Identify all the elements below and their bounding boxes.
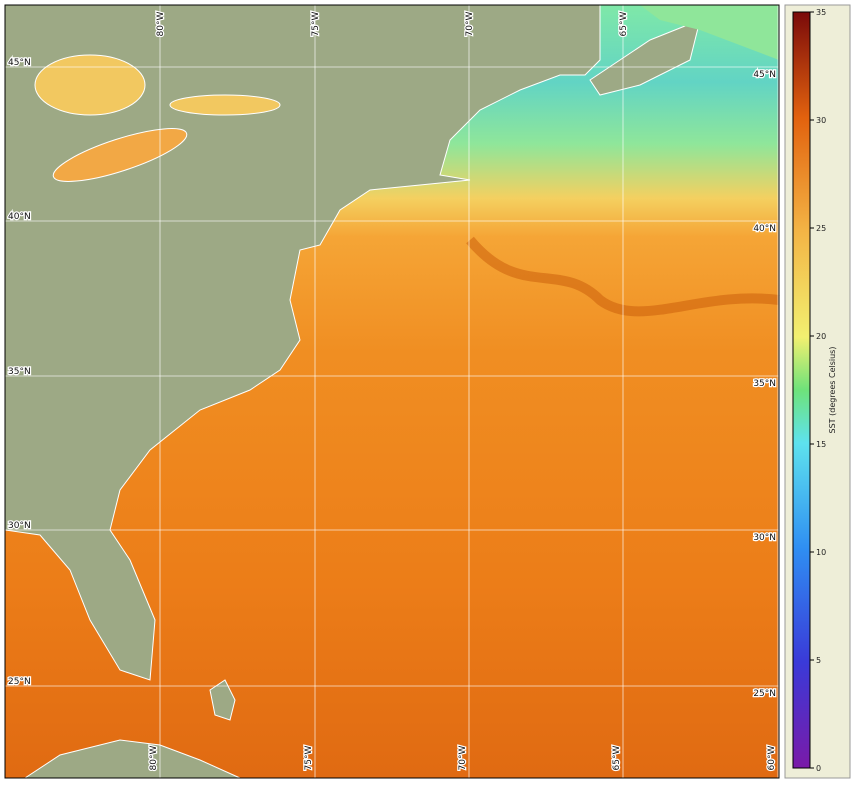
gulf-stream	[466, 236, 780, 317]
longitude-label: 75°W	[304, 745, 314, 770]
colorbar	[792, 11, 811, 769]
colorbar-ticks: 0 5 10 15 20 25 30 35	[810, 8, 826, 773]
latitude-label: 40°N	[8, 212, 31, 222]
lake-erie	[52, 128, 188, 182]
longitude-label: 70°W	[465, 11, 475, 36]
longitude-label: 65°W	[612, 745, 622, 770]
colorbar-tick-label: 30	[816, 116, 826, 125]
colorbar-tick-label: 35	[816, 8, 826, 17]
nova-scotia	[589, 19, 701, 96]
longitude-label: 75°W	[311, 11, 321, 36]
colorbar-tick-label: 0	[816, 764, 821, 773]
latitude-label: 45°N	[8, 58, 31, 68]
lake-ontario	[169, 94, 281, 116]
latitude-label: 35°N	[753, 379, 776, 389]
latitude-label: 45°N	[753, 70, 776, 80]
longitude-label: 65°W	[619, 11, 629, 36]
graticule	[5, 5, 779, 778]
longitude-label: 70°W	[458, 745, 468, 770]
map-frame	[4, 4, 780, 779]
colorbar-label: SST (degrees Celsius)	[828, 347, 837, 434]
north-america-land	[4, 4, 601, 681]
colorbar-panel: 0 5 10 15 20 25 30 35 SST (degrees Celsius)	[784, 4, 851, 779]
longitude-label: 60°W	[767, 745, 777, 770]
colorbar-tick-label: 25	[816, 224, 826, 233]
latitude-label: 40°N	[753, 224, 776, 234]
latitude-label: 25°N	[8, 677, 31, 687]
bahamas	[209, 679, 236, 721]
longitude-label: 80°W	[156, 11, 166, 36]
longitude-label: 80°W	[149, 745, 159, 770]
latitude-label: 30°N	[8, 521, 31, 531]
graticule-labels: 80°W 75°W 70°W 65°W 80°W 75°W 70°W 65°W 60°W 45°N…	[7, 10, 779, 771]
colorbar-tick-label: 15	[816, 440, 826, 449]
latitude-label: 25°N	[753, 689, 776, 699]
colorbar-tick-label: 5	[816, 656, 821, 665]
latitude-label: 30°N	[753, 533, 776, 543]
gulf-st-lawrence	[640, 5, 779, 60]
map: 80°W 75°W 70°W 65°W 80°W 75°W 70°W 65°W 60°W 45°N…	[4, 4, 780, 779]
latitude-label: 35°N	[8, 367, 31, 377]
colorbar-tick-label: 10	[816, 548, 826, 557]
lake-michigan-huron	[34, 54, 146, 116]
colorbar-tick-label: 20	[816, 332, 826, 341]
